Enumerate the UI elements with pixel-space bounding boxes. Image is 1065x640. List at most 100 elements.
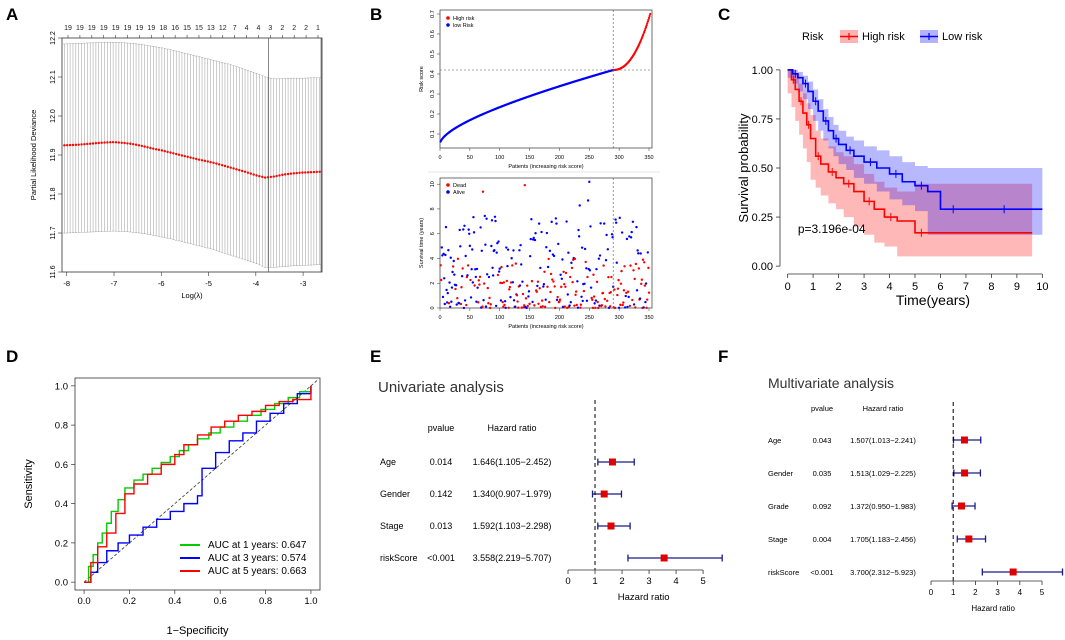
survival-point <box>536 284 539 288</box>
survival-point <box>588 269 592 272</box>
survival-point <box>499 299 503 302</box>
mean-point <box>172 152 175 155</box>
survival-point <box>602 264 605 267</box>
legend-marker-alive <box>446 190 450 194</box>
panel-label-c: C <box>718 5 730 24</box>
panel-b-risk-plots: 0 50 100 150 200 250 300 3500.10.20.30.40.50.60… <box>419 9 660 330</box>
survival-point <box>451 270 454 274</box>
survival-point <box>508 285 512 289</box>
legend-label-dead: Dead <box>453 183 466 189</box>
survival-point <box>538 287 541 290</box>
survival-point <box>647 266 650 270</box>
top-tick-label: 3 <box>268 25 272 32</box>
x-tick-label: 3 <box>861 281 867 293</box>
y-axis-label: Sensitivity <box>23 459 35 509</box>
survival-point <box>564 285 567 288</box>
survival-point <box>625 291 628 295</box>
mean-point <box>235 168 238 171</box>
roc-curve <box>84 385 312 583</box>
x-tick-label: 1 <box>951 588 956 597</box>
survival-point <box>460 275 464 278</box>
survival-point <box>489 303 492 306</box>
x-tick-label: 4 <box>886 281 892 293</box>
x-tick-label: 150 <box>525 315 534 321</box>
survival-point <box>578 204 581 207</box>
row-pvalue: 0.004 <box>813 535 832 544</box>
mean-point <box>243 170 247 173</box>
y-tick-label: 0.2 <box>55 538 68 549</box>
mean-point <box>292 172 296 175</box>
survival-point <box>475 267 479 271</box>
y-tick-label: 0.75 <box>752 114 773 126</box>
survival-point <box>632 269 635 272</box>
x-tick-label: 9 <box>1014 281 1020 293</box>
mean-point <box>120 141 123 144</box>
survival-point <box>459 302 463 306</box>
row-pvalue: 0.092 <box>813 502 832 511</box>
survival-point <box>546 265 550 269</box>
row-variable-name: riskScore <box>768 568 799 577</box>
survival-point <box>459 245 462 248</box>
mean-point <box>177 153 181 156</box>
top-tick-label: 19 <box>64 25 72 32</box>
survival-point <box>448 281 451 284</box>
panel-f-multivariate-forest: Multivariate analysis pvalue Hazard ratio A… <box>768 375 1064 613</box>
survival-point <box>511 281 515 284</box>
x-axis-label: Hazard ratio <box>618 592 670 603</box>
mean-point <box>152 147 155 150</box>
survival-point <box>537 222 541 225</box>
mean-point <box>94 142 98 145</box>
survival-point <box>548 249 552 253</box>
row-hazard-ratio: 3.700(2.312−5.923) <box>850 568 916 577</box>
survival-point <box>580 246 584 249</box>
survival-point <box>621 303 624 307</box>
mean-point <box>218 163 221 166</box>
column-header-hazard-ratio: Hazard ratio <box>863 404 904 413</box>
survival-point <box>497 240 500 243</box>
survival-point <box>548 300 551 304</box>
mean-point <box>206 160 209 163</box>
row-variable-name: riskScore <box>380 553 418 563</box>
mean-point <box>154 148 158 151</box>
x-tick-label: -3 <box>300 279 307 288</box>
y-tick-label: 0.5 <box>430 50 436 58</box>
survival-point <box>514 262 518 265</box>
survival-point <box>458 228 461 232</box>
survival-point <box>597 306 600 310</box>
y-tick-label: 0.4 <box>55 499 68 510</box>
survival-point <box>451 265 455 268</box>
mean-point <box>83 142 86 146</box>
survival-point <box>574 290 578 293</box>
risk-score-point <box>643 29 646 32</box>
x-tick-label: 2 <box>836 281 842 293</box>
row-pvalue: 0.014 <box>430 457 453 467</box>
survival-point <box>472 215 475 219</box>
survival-point <box>481 305 484 308</box>
survival-point <box>507 306 510 310</box>
survival-point <box>528 302 531 306</box>
survival-point <box>559 273 562 276</box>
survival-point <box>610 233 614 236</box>
row-variable-name: Stage <box>768 535 788 544</box>
survival-point <box>532 236 535 240</box>
plot-frame <box>61 37 323 273</box>
survival-point <box>446 291 449 295</box>
x-tick-label: 100 <box>495 315 504 321</box>
x-tick-label: 0.0 <box>77 596 90 607</box>
survival-point <box>563 305 567 308</box>
top-tick-label: 2 <box>280 25 284 32</box>
y-tick-label: 11.8 <box>50 187 57 200</box>
x-tick-label: 4 <box>673 576 678 587</box>
survival-point <box>573 257 577 261</box>
y-tick-label: 1.0 <box>55 381 68 392</box>
survival-point <box>570 266 574 270</box>
mean-point <box>100 141 103 144</box>
survival-point <box>633 277 636 281</box>
y-axis-label: Partial Likelihood Deviance <box>29 110 38 200</box>
survival-point <box>448 305 452 309</box>
row-pvalue: 0.013 <box>430 521 453 531</box>
mean-point <box>189 156 192 159</box>
survival-point <box>569 301 572 304</box>
survival-point <box>556 295 559 299</box>
mean-point <box>238 168 241 172</box>
